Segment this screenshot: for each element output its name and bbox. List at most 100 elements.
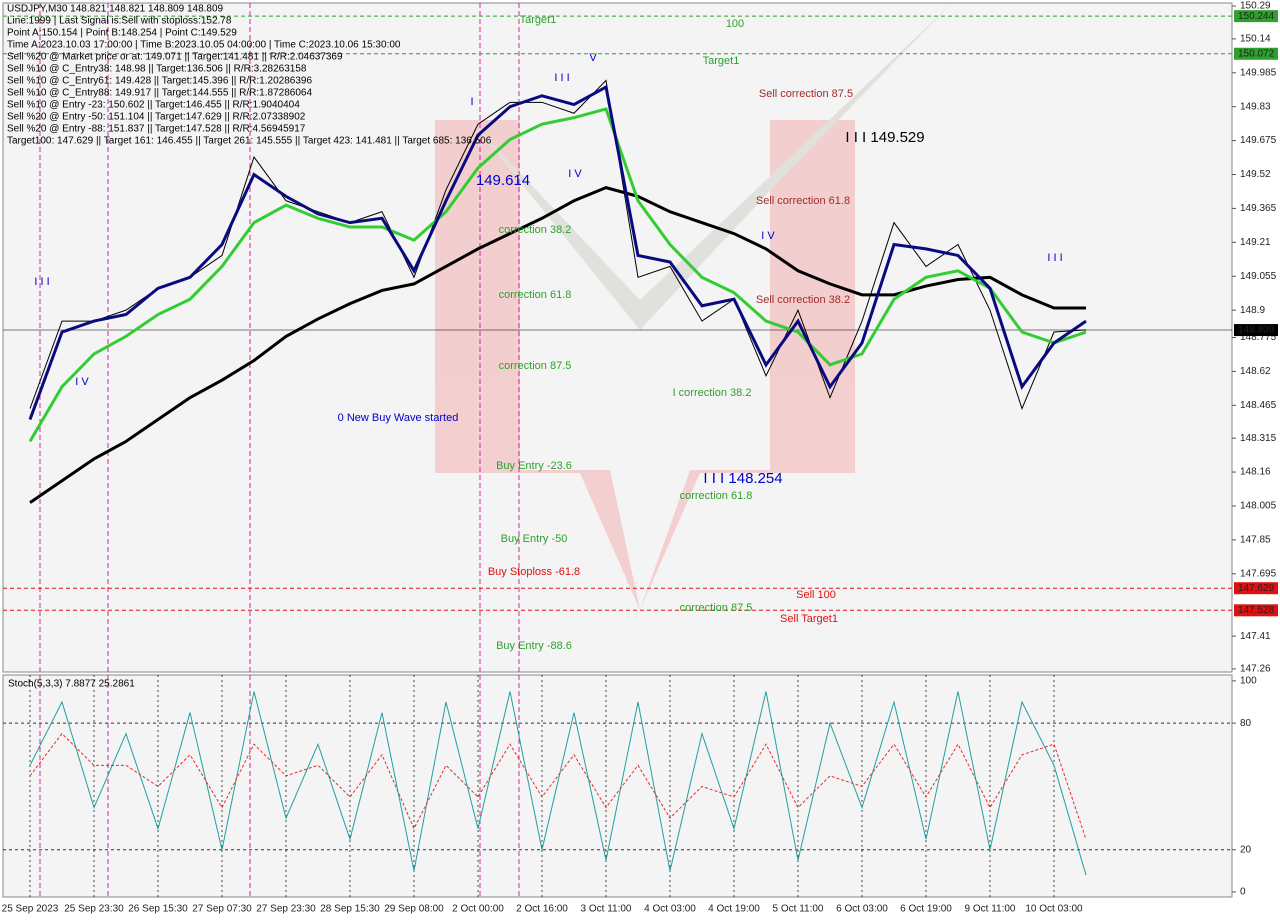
y-tick-label: 148.16 [1240,467,1271,478]
y-tick-label: 150.29 [1240,1,1271,12]
annotation: correction 87.5 [499,360,572,372]
price-label: 147.528 [1238,605,1275,616]
price-label-box [1234,47,1278,60]
price-label: 147.629 [1238,583,1275,594]
annotation: Buy Stoploss -61.8 [488,566,580,578]
annotation: Sell 100 [796,589,836,601]
annotation: correction 38.2 [499,224,572,236]
series-line [28,107,1087,443]
annotation: Target1 [520,14,557,26]
y-tick-label: 147.85 [1240,535,1271,546]
y-tick-label: 150.14 [1240,34,1271,45]
x-tick-label: 10 Oct 03:00 [1025,904,1083,915]
y-tick-label: 149.21 [1240,237,1271,248]
series-line [29,732,1087,840]
y-tick-label: 147.695 [1240,568,1277,579]
x-tick-label: 4 Oct 03:00 [644,904,696,915]
series-line [29,79,1087,411]
info-line: Line:1999 | Last Signal is:Sell with sto… [7,16,232,27]
y-tick-label: 147.26 [1240,664,1271,675]
annotation: 149.614 [476,172,530,189]
info-line: Sell %20 @ Entry -50: 151.104 || Target:… [7,112,306,123]
y-tick-label: 148.9 [1240,305,1265,316]
y-tick-label: 149.675 [1240,135,1277,146]
y-tick-label: 149.52 [1240,169,1271,180]
x-tick-label: 3 Oct 11:00 [581,904,632,915]
info-line: Target100: 147.629 || Target 161: 146.45… [7,136,492,147]
info-line: Sell %10 @ Entry -23: 150.602 || Target:… [7,100,300,111]
price-label-box [1234,10,1278,23]
info-line: Sell %10 @ C_Entry61: 149.428 || Target:… [7,76,312,87]
info-line: Sell %10 @ C_Entry38: 148.98 || Target:1… [7,64,307,75]
annotation: correction 61.8 [680,490,753,502]
vertical-markers [39,3,520,897]
x-tick-label: 26 Sep 15:30 [128,904,188,915]
x-tick-label: 28 Sep 15:30 [320,904,380,915]
annotation: Buy Entry -23.6 [496,460,572,472]
x-tick-label: 4 Oct 19:00 [708,904,760,915]
annotation: Buy Entry -88.6 [496,640,572,652]
y-tick-label: 149.985 [1240,67,1277,78]
annotation: Sell correction 38.2 [756,294,850,306]
x-tick-label: 27 Sep 07:30 [192,904,252,915]
x-tick-label: 6 Oct 03:00 [836,904,888,915]
annotation: correction 61.8 [499,289,572,301]
annotation: correction 87.5 [680,602,753,614]
annotation: Sell Target1 [780,613,838,625]
indicator-title: Stoch(5,3,3) 7.8877 25.2861 [8,679,135,690]
series-line [29,186,1086,504]
series-line [28,84,1087,421]
y-tick-label: 80 [1240,718,1252,729]
price-label: 150.072 [1238,48,1275,59]
annotation: 0 New Buy Wave started [338,412,459,424]
annotation: I I I [34,276,49,288]
price-panel [2,2,1233,673]
watermark-shape [470,5,950,330]
annotation: I I I [554,72,569,84]
info-line: Sell %20 @ Entry -88: 151.837 || Target:… [7,124,306,135]
annotation: Sell correction 87.5 [759,88,853,100]
y-tick-label: 148.775 [1240,332,1277,343]
y-tick-label: 147.41 [1240,631,1271,642]
y-tick-label: 149.365 [1240,203,1277,214]
x-tick-label: 27 Sep 23:30 [256,904,316,915]
annotation: I I I 149.529 [845,129,924,146]
y-tick-label: 148.62 [1240,366,1271,377]
x-tick-label: 29 Sep 08:00 [384,904,444,915]
x-tick-label: 5 Oct 11:00 [773,904,824,915]
annotation: 100 [726,18,744,30]
y-tick-label: 100 [1240,676,1257,687]
y-tick-label: 148.315 [1240,433,1277,444]
annotation: Target1 [703,55,740,67]
y-tick-label: 0 [1240,887,1246,898]
x-tick-label: 25 Sep 23:30 [64,904,124,915]
info-line: Point A:150.154 | Point B:148.254 | Poin… [7,28,237,39]
annotation: I I I [1047,252,1062,264]
y-tick-label: 149.055 [1240,271,1277,282]
x-tick-label: 2 Oct 16:00 [516,904,568,915]
annotation: I [470,96,473,108]
info-line: Time A:2023.10.03 17:00:00 | Time B:2023… [7,40,401,51]
x-tick-label: 25 Sep 2023 [2,904,59,915]
info-line: USDJPY,M30 148.821 148.821 148.809 148.8… [7,4,224,15]
price-label-box [1234,324,1278,337]
price-label: 148.809 [1238,325,1275,336]
info-line: Sell %20 @ Market price or at: 149.071 |… [7,52,343,63]
info-line: Sell %10 @ C_Entry88: 149.917 || Target:… [7,88,312,99]
annotation: I I I 148.254 [703,470,782,487]
annotation: V [589,52,597,64]
annotation: Sell correction 61.8 [756,195,850,207]
y-tick-label: 148.465 [1240,400,1277,411]
annotation: I V [75,376,89,388]
y-tick-label: 148.005 [1240,501,1277,512]
annotation: Buy Entry -50 [501,533,568,545]
stoch-panel [2,674,1233,898]
price-label-box [1234,582,1278,595]
x-tick-label: 2 Oct 00:00 [452,904,504,915]
annotation: I V [568,168,582,180]
annotation: I V [761,230,775,242]
annotation: I correction 38.2 [673,387,752,399]
price-label: 150.244 [1238,11,1275,22]
y-tick-label: 149.83 [1240,101,1271,112]
